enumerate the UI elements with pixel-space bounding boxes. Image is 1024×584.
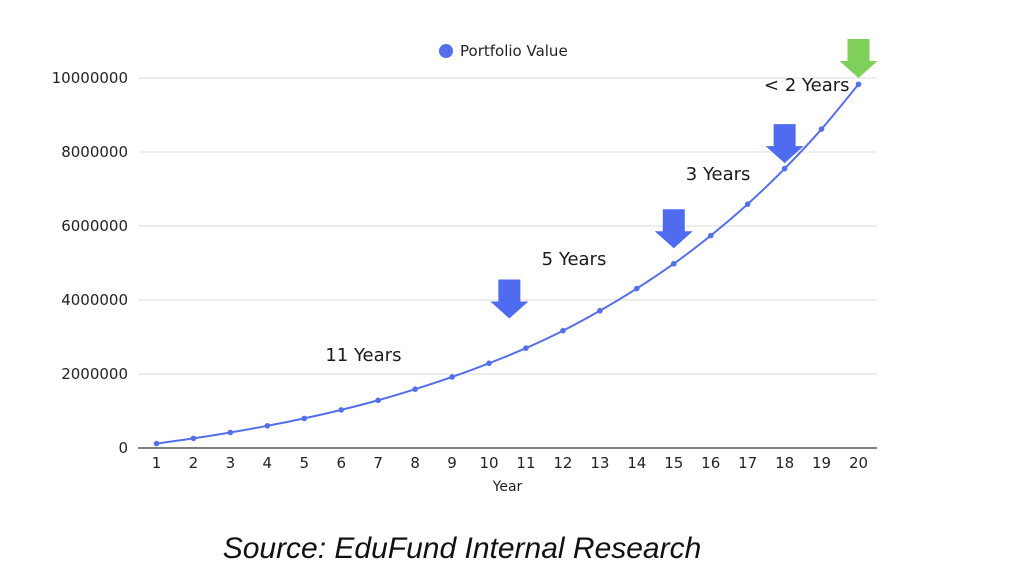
x-axis-ticks: 1 2 3 4 5 6 7 8 9 10 11 12 13 14 15 16 17 18 19 20 bbox=[152, 454, 868, 472]
x-tick-label: 4 bbox=[263, 454, 273, 472]
annotation-5-years: 5 Years bbox=[542, 249, 607, 270]
x-tick-label: 13 bbox=[590, 454, 609, 472]
green-arrow-down-icon bbox=[839, 39, 878, 78]
annotation-11-years: 11 Years bbox=[325, 345, 401, 366]
data-point bbox=[818, 126, 825, 132]
data-point bbox=[227, 429, 234, 436]
data-point bbox=[781, 165, 788, 172]
y-tick-label: 10000000 bbox=[52, 69, 128, 87]
source-caption: Source: EduFund Internal Research bbox=[222, 532, 702, 565]
annotation-under-2-years: < 2 Years bbox=[764, 75, 849, 96]
data-point bbox=[670, 260, 677, 267]
x-tick-label: 19 bbox=[812, 454, 831, 472]
x-tick-label: 8 bbox=[410, 454, 420, 472]
x-axis-title: Year bbox=[492, 479, 523, 495]
data-point bbox=[560, 327, 566, 334]
data-point bbox=[153, 440, 160, 447]
arrow-markers bbox=[490, 39, 878, 319]
series-portfolio-value bbox=[153, 81, 862, 447]
y-axis-ticks: 0 2000000 4000000 6000000 8000000 10000000 bbox=[52, 69, 128, 457]
data-point bbox=[301, 415, 308, 422]
x-tick-label: 7 bbox=[373, 454, 383, 472]
y-tick-label: 4000000 bbox=[61, 291, 128, 309]
y-tick-label: 0 bbox=[118, 439, 128, 457]
data-point bbox=[486, 360, 492, 367]
x-tick-label: 6 bbox=[336, 454, 346, 472]
x-tick-label: 9 bbox=[447, 454, 457, 472]
x-tick-label: 14 bbox=[627, 454, 646, 472]
x-tick-label: 17 bbox=[738, 454, 757, 472]
y-tick-label: 8000000 bbox=[61, 143, 128, 161]
x-tick-label: 15 bbox=[664, 454, 683, 472]
legend-label: Portfolio Value bbox=[460, 42, 568, 60]
data-point bbox=[523, 345, 529, 351]
blue-arrow-down-icon bbox=[654, 209, 693, 249]
blue-arrow-down-icon bbox=[765, 124, 804, 164]
data-point bbox=[449, 374, 455, 380]
legend: Portfolio Value bbox=[439, 42, 568, 60]
x-tick-label: 10 bbox=[479, 454, 498, 472]
x-tick-label: 1 bbox=[152, 454, 162, 472]
x-tick-label: 12 bbox=[553, 454, 572, 472]
x-tick-label: 16 bbox=[701, 454, 720, 472]
data-point bbox=[855, 81, 862, 88]
data-point bbox=[634, 285, 640, 292]
data-point bbox=[338, 407, 345, 413]
x-tick-label: 20 bbox=[849, 454, 868, 472]
x-tick-label: 18 bbox=[775, 454, 794, 472]
data-point bbox=[744, 201, 751, 207]
annotation-3-years: 3 Years bbox=[686, 164, 751, 185]
grid-lines bbox=[138, 77, 877, 449]
series-line bbox=[156, 83, 860, 445]
x-tick-label: 5 bbox=[300, 454, 310, 472]
data-point bbox=[707, 232, 714, 239]
y-tick-label: 6000000 bbox=[61, 217, 128, 235]
legend-marker bbox=[439, 44, 453, 58]
data-point bbox=[375, 397, 381, 404]
data-point bbox=[412, 386, 418, 392]
x-tick-label: 2 bbox=[189, 454, 199, 472]
x-tick-label: 11 bbox=[516, 454, 535, 472]
data-point bbox=[264, 423, 271, 429]
data-point bbox=[597, 307, 603, 314]
y-tick-label: 2000000 bbox=[61, 365, 128, 383]
blue-arrow-down-icon bbox=[490, 279, 529, 319]
data-point bbox=[190, 435, 197, 442]
x-tick-label: 3 bbox=[226, 454, 236, 472]
annotations: 11 Years 5 Years 3 Years < 2 Years bbox=[325, 75, 849, 366]
